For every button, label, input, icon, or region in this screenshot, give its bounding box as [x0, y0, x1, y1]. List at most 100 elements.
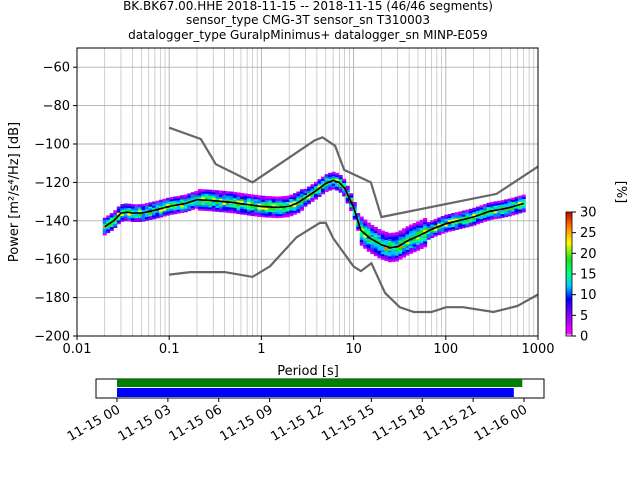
density-cell [243, 208, 248, 212]
density-cell [507, 213, 512, 217]
density-cell [271, 204, 276, 207]
density-cell [433, 220, 438, 224]
density-cell [423, 241, 428, 244]
density-cell [511, 209, 516, 212]
density-cell [102, 219, 107, 222]
density-cell [106, 215, 111, 218]
density-cell [426, 231, 431, 234]
density-cell [247, 209, 252, 212]
density-cell [194, 204, 199, 207]
density-cell [398, 241, 403, 245]
density-cell [384, 250, 389, 254]
density-cell [405, 249, 410, 252]
density-cell [521, 204, 526, 207]
density-cell [387, 259, 392, 263]
density-cell [254, 214, 259, 217]
density-cell [387, 244, 392, 247]
density-cell [472, 219, 477, 222]
density-cell [416, 233, 421, 236]
density-cell [306, 196, 311, 199]
density-cell [409, 239, 414, 243]
density-cell [518, 201, 523, 204]
density-cell [507, 204, 512, 207]
density-cell [162, 204, 167, 207]
density-cell [363, 234, 368, 238]
density-cell [440, 225, 445, 229]
density-cell [155, 210, 160, 213]
density-cell [120, 213, 125, 217]
density-cell [116, 219, 121, 223]
density-cell [419, 229, 424, 232]
density-cell [289, 194, 294, 198]
density-cell [275, 202, 280, 205]
density-cell [187, 193, 192, 196]
density-cell [497, 204, 502, 208]
density-cell [430, 231, 435, 235]
density-cell [145, 203, 150, 206]
density-cell [475, 219, 480, 223]
density-cell [482, 213, 487, 217]
density-cell [345, 191, 350, 194]
density-cell [402, 237, 407, 241]
density-cell [306, 188, 311, 191]
colorbar-tick-label: 25 [580, 226, 597, 241]
density-cell [134, 206, 139, 209]
y-axis: −200 −180 −160 −140 −120 −100 −80 −60 [34, 61, 77, 345]
density-cell [359, 226, 364, 229]
density-cell [373, 246, 378, 249]
density-cell [247, 201, 252, 205]
colorbar-tick-label: 15 [580, 268, 597, 283]
density-cell [310, 193, 315, 197]
density-cell [180, 199, 185, 202]
density-cell [296, 195, 301, 198]
density-cell [430, 222, 435, 225]
density-cell [257, 197, 262, 200]
colorbar-tick-label: 30 [580, 206, 597, 221]
density-cell [296, 199, 301, 202]
density-cell [398, 257, 403, 260]
density-cell [285, 211, 290, 214]
density-cell [370, 242, 375, 245]
density-cell [264, 215, 269, 218]
density-cell [240, 192, 245, 196]
density-cell [299, 195, 304, 198]
density-cell [123, 213, 128, 216]
density-cell [289, 202, 294, 205]
density-cell [225, 208, 230, 211]
density-cell [218, 196, 223, 199]
density-cell [391, 257, 396, 260]
density-cell [490, 205, 495, 209]
density-cell [282, 209, 287, 212]
density-cell [405, 230, 410, 233]
density-cell [490, 217, 495, 220]
density-cell [102, 233, 107, 236]
density-cell [169, 200, 174, 204]
density-cell [296, 193, 301, 196]
density-cell [444, 216, 449, 220]
density-cell [394, 232, 399, 235]
density-cell [243, 206, 248, 210]
density-cell [102, 225, 107, 228]
density-cell [127, 217, 132, 220]
density-cell [468, 212, 473, 215]
density-cell [345, 187, 350, 191]
density-cell [373, 230, 378, 234]
density-cell [437, 223, 442, 226]
density-cell [394, 234, 399, 237]
density-cell [321, 180, 326, 183]
colorbar-tick-label: 20 [580, 247, 597, 262]
density-cell [208, 193, 213, 196]
density-cell [113, 223, 118, 227]
density-cell [394, 236, 399, 239]
density-cell [211, 193, 216, 197]
density-cell [514, 212, 519, 215]
density-cell [173, 198, 178, 201]
density-cell [409, 247, 414, 250]
density-cell [299, 202, 304, 206]
density-cell [430, 235, 435, 239]
density-cell [268, 209, 273, 212]
density-cell [402, 255, 407, 258]
density-cell [366, 224, 371, 227]
density-cell [204, 195, 209, 198]
density-cell [145, 214, 150, 217]
